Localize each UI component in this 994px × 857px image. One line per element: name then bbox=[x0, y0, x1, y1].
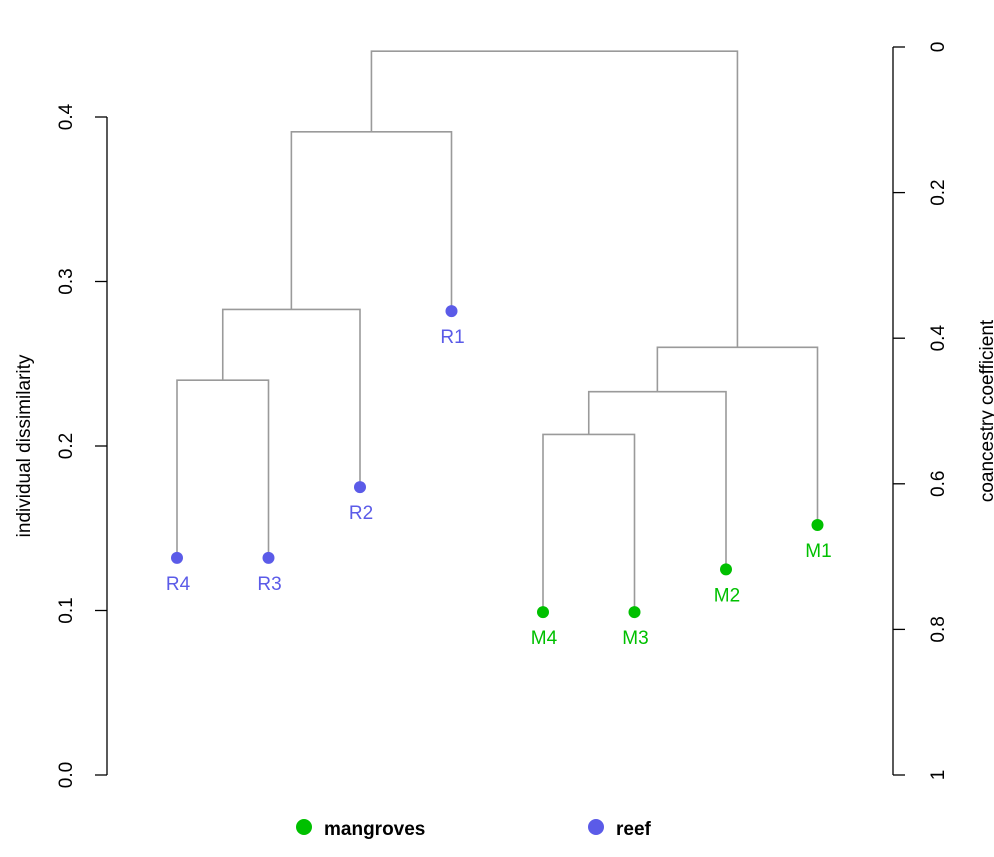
right-tick-label: 0.6 bbox=[928, 471, 949, 497]
right-tick-label: 1 bbox=[928, 770, 949, 781]
right-axis-title: coancestry coefficient bbox=[977, 319, 994, 502]
legend-label-mangroves: mangroves bbox=[324, 819, 425, 840]
left-tick-label: 0.0 bbox=[56, 762, 77, 788]
leaf-point-R4 bbox=[171, 551, 183, 564]
right-tick-label: 0.8 bbox=[928, 616, 949, 642]
branch-A bbox=[176, 379, 270, 558]
dendrogram-branches bbox=[176, 50, 819, 613]
left-axis-title: individual dissimilarity bbox=[14, 354, 35, 537]
left-tick-label: 0.2 bbox=[56, 433, 77, 459]
branch-B bbox=[221, 308, 361, 488]
legend: mangroves reef bbox=[296, 819, 652, 840]
right-axis: 0 0.2 0.4 0.6 0.8 1 bbox=[892, 42, 949, 781]
left-tick-label: 0.4 bbox=[56, 103, 77, 130]
leaf-label-M2: M2 bbox=[714, 585, 740, 606]
branch-C bbox=[290, 131, 453, 312]
leaf-point-R3 bbox=[262, 551, 275, 564]
dendrogram-leaves: R4 R3 R2 R1 M4 M3 M2 M1 bbox=[166, 305, 832, 649]
branch-G bbox=[370, 50, 739, 348]
leaf-label-R1: R1 bbox=[440, 327, 464, 348]
right-tick-label: 0 bbox=[928, 42, 949, 53]
leaf-label-M1: M1 bbox=[805, 541, 831, 562]
left-axis: 0.0 0.1 0.2 0.3 0.4 bbox=[56, 103, 108, 788]
legend-marker-mangroves bbox=[296, 819, 312, 835]
leaf-label-R2: R2 bbox=[349, 503, 373, 524]
branch-F bbox=[656, 346, 819, 525]
leaf-label-R3: R3 bbox=[257, 574, 281, 595]
leaf-point-M4 bbox=[537, 606, 549, 619]
branch-E bbox=[587, 390, 727, 570]
leaf-label-R4: R4 bbox=[166, 574, 191, 595]
left-tick-label: 0.3 bbox=[56, 268, 77, 294]
leaf-point-R1 bbox=[445, 305, 458, 318]
leaf-label-M3: M3 bbox=[622, 628, 648, 649]
branch-D bbox=[542, 433, 636, 613]
right-tick-label: 0.4 bbox=[928, 325, 949, 352]
leaf-point-M1 bbox=[811, 518, 824, 531]
left-tick-label: 0.1 bbox=[56, 597, 77, 623]
leaf-label-M4: M4 bbox=[531, 628, 558, 649]
leaf-point-R2 bbox=[354, 481, 366, 494]
leaf-point-M3 bbox=[628, 606, 641, 619]
right-tick-label: 0.2 bbox=[928, 179, 949, 205]
legend-label-reef: reef bbox=[616, 819, 652, 840]
leaf-point-M2 bbox=[720, 563, 732, 576]
legend-marker-reef bbox=[588, 819, 604, 835]
